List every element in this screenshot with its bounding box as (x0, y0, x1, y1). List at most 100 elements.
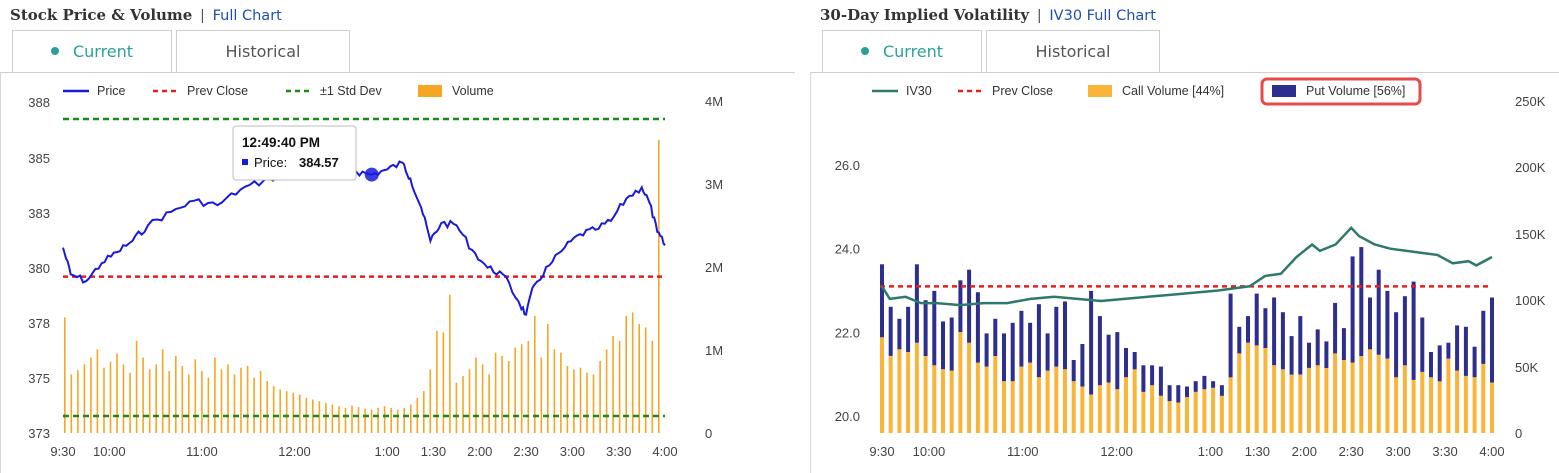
put-volume-bar (1219, 385, 1224, 396)
volume-bar (651, 340, 654, 433)
volume-bar (618, 340, 621, 433)
y-axis-tick-label: 383 (28, 206, 50, 221)
put-volume-bar (1333, 302, 1338, 354)
call-volume-bar (1193, 391, 1198, 433)
call-volume-bar (1019, 366, 1024, 433)
tab-current[interactable]: Current (822, 30, 982, 73)
call-volume-bar (1455, 370, 1460, 433)
iv30-full-chart-link[interactable]: IV30 Full Chart (1049, 8, 1156, 24)
legend-label: Volume (452, 84, 494, 98)
call-volume-bar (1054, 366, 1059, 433)
tab-historical[interactable]: Historical (986, 30, 1160, 72)
call-volume-bar (1254, 345, 1259, 433)
volume-bar (514, 347, 516, 433)
call-volume-bar (1202, 389, 1207, 433)
call-volume-bar (897, 349, 902, 433)
volume-bar (396, 409, 399, 433)
put-volume-bar (1202, 375, 1207, 390)
iv-chart-svg[interactable]: IV30 Prev Close Call Volume [44%] Put Volum… (810, 0, 1559, 473)
x-axis-tick-label: 9:30 (50, 444, 75, 459)
x-axis-tick-label: 2:30 (513, 444, 538, 459)
volume-bar (344, 407, 347, 433)
volume-bar (534, 315, 536, 434)
put-volume-bar (1429, 352, 1433, 378)
volume-bar (129, 372, 131, 433)
volume-bar (527, 340, 530, 433)
volume-bar (631, 312, 634, 433)
volume-bar (403, 407, 405, 433)
x-axis-tick-label: 4:00 (652, 444, 677, 459)
call-volume-bar (1211, 387, 1216, 433)
put-volume-bar (1150, 365, 1155, 386)
left-panel-header: Stock Price & Volume | Full Chart (10, 6, 282, 24)
call-volume-bar (932, 365, 937, 433)
x-axis-tick-label: 3:30 (606, 444, 631, 459)
call-volume-bar (1463, 375, 1468, 433)
call-volume-bar (1158, 395, 1163, 433)
left-panel-title: Stock Price & Volume (10, 6, 193, 24)
put-volume-bar (1028, 322, 1033, 363)
call-volume-bar (1132, 369, 1137, 433)
x-axis-tick-label: 9:30 (869, 444, 894, 459)
tab-historical-label: Historical (225, 42, 301, 61)
call-volume-bar (1385, 358, 1390, 433)
tab-historical[interactable]: Historical (176, 30, 350, 72)
call-volume-bar (984, 366, 989, 433)
call-volume-bar (1097, 385, 1102, 433)
volume-bar (599, 361, 601, 433)
put-volume-bar (1124, 348, 1128, 378)
put-volume-bar (897, 318, 902, 350)
call-volume-bar (1481, 363, 1486, 433)
legend-box-swatch (1088, 85, 1112, 97)
put-volume-bar (1402, 296, 1407, 366)
put-volume-bar (1420, 317, 1425, 372)
y-axis-tick-label: 22.0 (835, 325, 860, 340)
volume-bar (168, 371, 170, 433)
x-axis-tick-label: 11:00 (1007, 444, 1039, 459)
put-volume-bar (1158, 366, 1163, 396)
legend-label: IV30 (906, 84, 932, 98)
put-volume-bar (923, 300, 928, 356)
put-volume-bar (1036, 304, 1041, 378)
legend-label: Prev Close (187, 84, 248, 98)
y2-axis-tick-label: 50K (1515, 360, 1538, 375)
volume-bar (442, 332, 445, 433)
call-volume-bar (1071, 381, 1076, 433)
call-volume-bar (1263, 348, 1268, 433)
call-volume-bar (941, 369, 945, 433)
x-axis-tick-label: 4:00 (1479, 444, 1504, 459)
call-volume-bar (914, 342, 919, 433)
volume-bar (116, 353, 118, 433)
put-volume-bar (1341, 328, 1346, 360)
tooltip-time: 12:49:40 PM (242, 135, 320, 150)
x-axis-tick-label: 3:00 (560, 444, 585, 459)
tab-current[interactable]: Current (12, 30, 172, 73)
put-volume-bar (1228, 293, 1233, 378)
volume-bar (436, 330, 438, 433)
y-axis-tick-label: 20.0 (835, 409, 860, 424)
put-volume-bar (1315, 329, 1320, 366)
volume-bar (312, 399, 314, 433)
x-axis-tick-label: 12:00 (1100, 444, 1133, 459)
put-volume-bar (1368, 297, 1372, 350)
call-volume-bar (1124, 377, 1128, 433)
put-volume-bar (1019, 310, 1024, 367)
call-volume-bar (1289, 374, 1294, 433)
iv30-line (880, 225, 1493, 307)
volume-bar (175, 355, 177, 433)
put-volume-bar (975, 292, 980, 363)
x-axis-tick-label: 2:30 (1339, 444, 1364, 459)
volume-bar (240, 367, 242, 433)
put-volume-bar (1394, 312, 1399, 378)
volume-bar (220, 369, 223, 433)
volume-bar (390, 407, 392, 433)
x-axis-tick-label: 1:00 (374, 444, 399, 459)
volume-bar (573, 369, 575, 433)
full-chart-link[interactable]: Full Chart (212, 8, 282, 24)
call-volume-bar (1176, 402, 1181, 433)
volume-bar (488, 374, 490, 433)
stock-chart-svg[interactable]: Price Prev Close ±1 Std Dev Volume 388 385 383… (0, 0, 795, 473)
separator: | (1037, 7, 1042, 24)
put-volume-bar (1385, 290, 1390, 359)
call-volume-bar (967, 342, 972, 433)
